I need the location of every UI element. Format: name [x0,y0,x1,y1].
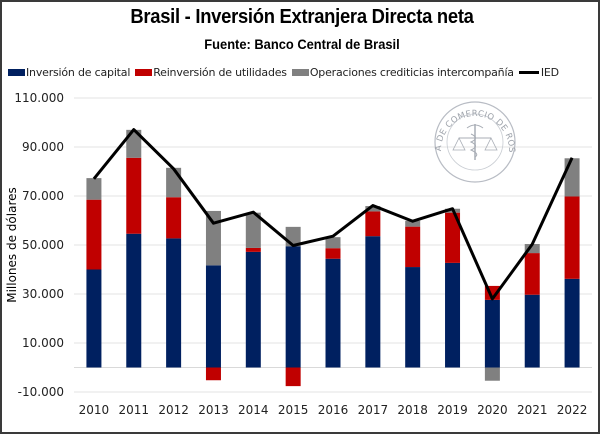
bar-operaciones-crediticias-intercompania-2022 [564,158,580,197]
x-tick-label: 2018 [397,403,428,417]
bar-reinversion-de-utilidades-2019 [445,212,461,263]
bar-operaciones-crediticias-intercompania-2014 [245,212,261,248]
bar-operaciones-crediticias-intercompania-2020 [484,367,500,381]
x-tick-label: 2013 [198,403,229,417]
bar-reinversion-de-utilidades-2022 [564,196,580,279]
bar-inversion-de-capital-2014 [245,251,261,368]
scale-pan-left-icon [452,137,466,151]
bar-operaciones-crediticias-intercompania-2010 [86,178,102,200]
bar-inversion-de-capital-2022 [564,278,580,368]
legend-swatch-inversion-capital [8,68,25,76]
bar-operaciones-crediticias-intercompania-2011 [126,129,142,158]
legend: Inversión de capital Reinversión de util… [8,64,598,80]
x-tick-label: 2019 [437,403,468,417]
bar-operaciones-crediticias-intercompania-2016 [325,237,341,249]
x-tick-label: 2010 [79,403,110,417]
bar-reinversion-de-utilidades-2011 [126,157,142,234]
y-tick-labels: -10.000 10.000 30.000 50.000 70.000 90.000 110… [14,91,64,399]
caduceus-snake-icon [469,133,478,158]
scale-pan-right-icon [484,137,498,151]
bar-reinversion-de-utilidades-2013 [205,367,221,381]
bar-inversion-de-capital-2015 [285,246,301,368]
caduceus-wings-icon [466,124,484,129]
x-tick-label: 2022 [557,403,588,417]
x-tick-label: 2014 [238,403,269,417]
legend-swatch-reinversion-utilidades [135,68,153,76]
bar-reinversion-de-utilidades-2016 [325,248,341,259]
legend-label-operaciones-crediticias: Operaciones crediticias intercompañía [309,65,514,79]
bar-operaciones-crediticias-intercompania-2018 [405,220,421,227]
bar-reinversion-de-utilidades-2015 [285,367,301,387]
y-tick-label: -10.000 [18,385,64,399]
x-tick-label: 2016 [318,403,349,417]
bar-inversion-de-capital-2013 [205,265,221,368]
bar-operaciones-crediticias-intercompania-2012 [166,167,182,198]
bar-operaciones-crediticias-intercompania-2013 [205,210,221,266]
bar-inversion-de-capital-2011 [126,233,142,368]
y-tick-label: 90.000 [22,140,64,154]
chart-title: Brasil - Inversión Extranjera Directa ne… [130,6,474,28]
ied-line-layer [92,128,574,301]
x-tick-label: 2017 [358,403,389,417]
x-tick-label: 2020 [477,403,508,417]
bar-reinversion-de-utilidades-2010 [86,199,102,270]
y-tick-label: 10.000 [22,336,64,350]
bar-inversion-de-capital-2012 [166,238,182,368]
x-tick-label: 2021 [517,403,548,417]
bar-operaciones-crediticias-intercompania-2017 [365,206,381,212]
bar-inversion-de-capital-2019 [445,262,461,368]
y-tick-label: 30.000 [22,287,64,301]
x-tick-label: 2012 [158,403,189,417]
bar-inversion-de-capital-2017 [365,236,381,368]
legend-item-inversion-capital: Inversión de capital [8,66,130,79]
bar-reinversion-de-utilidades-2012 [166,197,182,239]
y-tick-label: 110.000 [14,91,64,105]
bar-inversion-de-capital-2018 [405,267,421,368]
seal-outer-ring [434,101,516,183]
seal-text: BOLSA DE COMERCIO DE ROSARIO [2,2,516,153]
bar-operaciones-crediticias-intercompania-2021 [524,244,540,254]
bar-inversion-de-capital-2016 [325,258,341,368]
bar-inversion-de-capital-2010 [86,269,102,368]
x-tick-label: 2015 [278,403,309,417]
legend-label-ied: IED [540,65,559,79]
bar-inversion-de-capital-2021 [524,294,540,368]
y-tick-label: 50.000 [22,238,64,252]
x-tick-label: 2011 [118,403,149,417]
bars [86,129,580,387]
bar-reinversion-de-utilidades-2018 [405,226,421,268]
legend-item-reinversion-utilidades: Reinversión de utilidades [135,66,287,79]
legend-swatch-operaciones-crediticias [291,68,309,76]
bar-reinversion-de-utilidades-2021 [524,253,540,295]
legend-item-operaciones-crediticias: Operaciones crediticias intercompañía [291,65,514,79]
y-tick-label: 70.000 [22,189,64,203]
watermark-seal: BOLSA DE COMERCIO DE ROSARIO [2,2,516,183]
bar-reinversion-de-utilidades-2014 [245,247,261,252]
chart-subtitle: Fuente: Banco Central de Brasil [204,36,400,52]
legend-line-ied [518,70,539,74]
legend-label-reinversion-utilidades: Reinversión de utilidades [153,65,287,79]
legend-label-inversion-capital: Inversión de capital [26,65,131,79]
bar-reinversion-de-utilidades-2017 [365,211,381,237]
seal-inner-ring [446,113,504,171]
bar-inversion-de-capital-2020 [484,299,500,368]
x-tick-labels: 2010 2011 2012 2013 2014 2015 2016 2017 2018 2019… [79,403,588,417]
legend-item-ied: IED [518,65,559,79]
